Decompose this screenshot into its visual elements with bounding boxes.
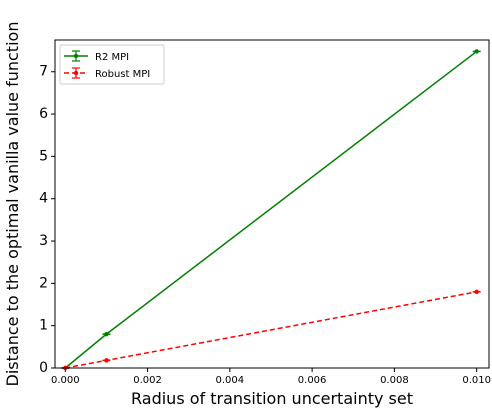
legend-box <box>59 44 165 85</box>
x-tick-label: 0.010 <box>462 375 491 386</box>
data-point <box>474 289 479 295</box>
y-tick-label: 3 <box>39 233 48 249</box>
legend-label: R2 MPI <box>95 52 129 63</box>
y-tick-label: 4 <box>39 191 48 207</box>
x-axis-ticks: 0.000 0.002 0.004 0.006 0.008 0.010 <box>51 368 491 386</box>
y-tick-label: 5 <box>39 148 48 164</box>
y-axis-ticks: 0 1 2 3 4 5 6 7 <box>39 64 55 376</box>
y-tick-label: 0 <box>39 360 48 376</box>
x-tick-label: 0.000 <box>51 375 80 386</box>
x-tick-label: 0.008 <box>380 375 409 386</box>
x-tick-label: 0.006 <box>298 375 327 386</box>
legend: R2 MPI Robust MPI <box>59 44 165 85</box>
data-point <box>104 358 109 363</box>
data-point <box>104 331 109 337</box>
y-tick-label: 2 <box>39 275 48 291</box>
plot-frame <box>54 39 490 369</box>
legend-label: Robust MPI <box>95 69 150 80</box>
series-line-r2-mpi <box>64 50 478 369</box>
legend-marker <box>73 70 79 76</box>
legend-marker <box>73 53 79 59</box>
x-tick-label: 0.002 <box>133 375 162 386</box>
series-line-robust-mpi <box>65 291 477 369</box>
y-tick-label: 7 <box>39 64 48 80</box>
data-point <box>474 49 479 54</box>
series-layer <box>61 49 481 371</box>
x-tick-label: 0.004 <box>216 375 245 386</box>
y-tick-label: 1 <box>39 318 48 334</box>
y-tick-label: 6 <box>39 106 48 122</box>
y-axis-label: Distance to the optimal vanilla value fu… <box>3 22 22 387</box>
x-axis-label: Radius of transition uncertainty set <box>131 389 413 408</box>
